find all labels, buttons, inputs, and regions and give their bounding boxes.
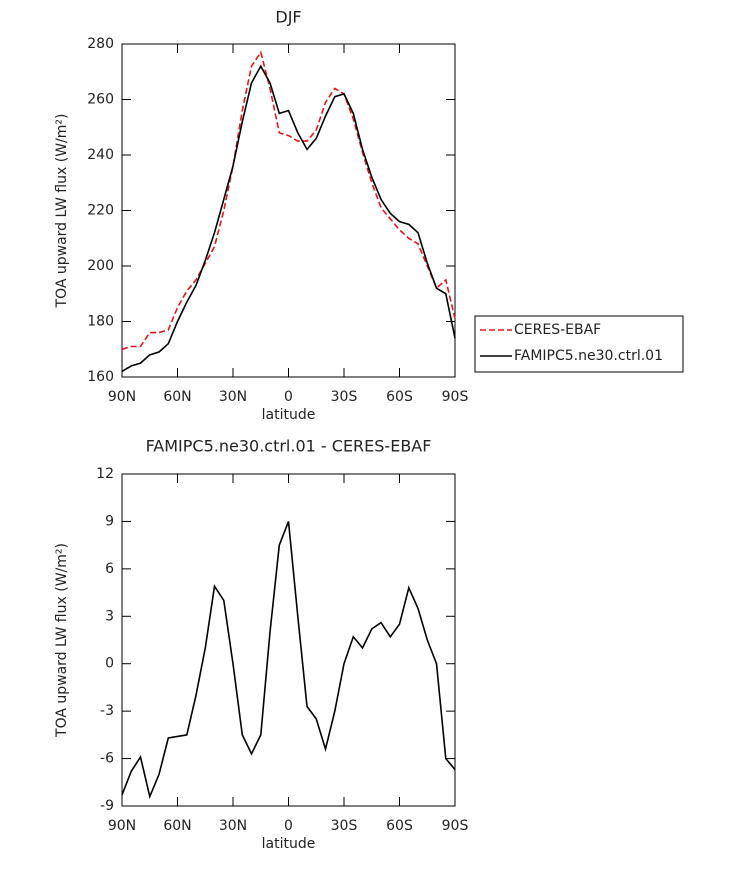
- y-tick-label: 220: [87, 203, 114, 219]
- x-tick-label: 30S: [331, 818, 358, 834]
- data-line: [121, 64, 456, 373]
- y-tick-label: 180: [87, 314, 114, 330]
- y-tick-label: 12: [96, 466, 114, 482]
- data-line: [121, 50, 456, 351]
- x-tick-label: 60N: [163, 818, 191, 834]
- y-tick-label: 280: [87, 36, 114, 52]
- x-tick-label: 30S: [331, 389, 358, 405]
- chart-title: DJF: [275, 8, 301, 27]
- y-axis-label: TOA upward LW flux (W/m²): [54, 114, 70, 309]
- data-line: [121, 521, 456, 800]
- x-tick-label: 90N: [108, 818, 136, 834]
- legend-box: [474, 315, 684, 373]
- x-axis-label: latitude: [262, 836, 316, 852]
- x-tick-label: 90S: [442, 818, 469, 834]
- x-axis-label: latitude: [262, 407, 316, 423]
- x-tick-label: 90S: [442, 389, 469, 405]
- x-tick-label: 0: [284, 818, 293, 834]
- y-axis-label: TOA upward LW flux (W/m²): [54, 543, 70, 738]
- y-tick-label: 3: [105, 608, 114, 624]
- x-tick-label: 90N: [108, 389, 136, 405]
- x-tick-label: 30N: [219, 389, 247, 405]
- legend-label: CERES-EBAF: [514, 322, 601, 338]
- x-tick-label: 60S: [386, 818, 413, 834]
- chart-title: FAMIPC5.ne30.ctrl.01 - CERES-EBAF: [146, 437, 432, 456]
- y-tick-label: 200: [87, 258, 114, 274]
- y-tick-label: 240: [87, 147, 114, 163]
- x-tick-label: 60N: [163, 389, 191, 405]
- legend-label: FAMIPC5.ne30.ctrl.01: [514, 348, 663, 364]
- x-tick-label: 30N: [219, 818, 247, 834]
- y-tick-label: 6: [105, 561, 114, 577]
- plot-frame: [121, 43, 456, 378]
- y-tick-label: 260: [87, 92, 114, 108]
- x-tick-label: 60S: [386, 389, 413, 405]
- y-tick-label: -9: [100, 798, 114, 814]
- x-tick-label: 0: [284, 389, 293, 405]
- y-tick-label: -3: [100, 703, 114, 719]
- y-tick-label: 9: [105, 513, 114, 529]
- y-tick-label: 160: [87, 369, 114, 385]
- y-tick-label: 0: [105, 656, 114, 672]
- y-tick-label: -6: [100, 751, 114, 767]
